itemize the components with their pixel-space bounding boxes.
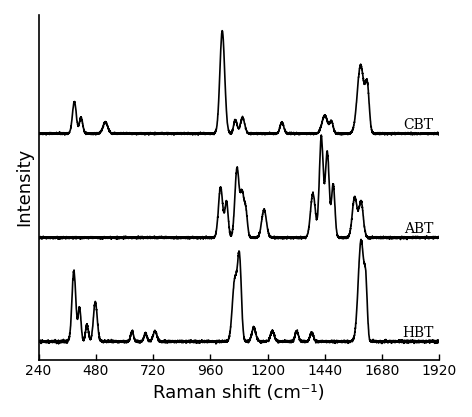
- Y-axis label: Intensity: Intensity: [15, 148, 33, 226]
- X-axis label: Raman shift (cm⁻¹): Raman shift (cm⁻¹): [153, 384, 325, 402]
- Text: CBT: CBT: [404, 118, 433, 132]
- Text: ABT: ABT: [404, 222, 433, 236]
- Text: HBT: HBT: [402, 327, 433, 340]
